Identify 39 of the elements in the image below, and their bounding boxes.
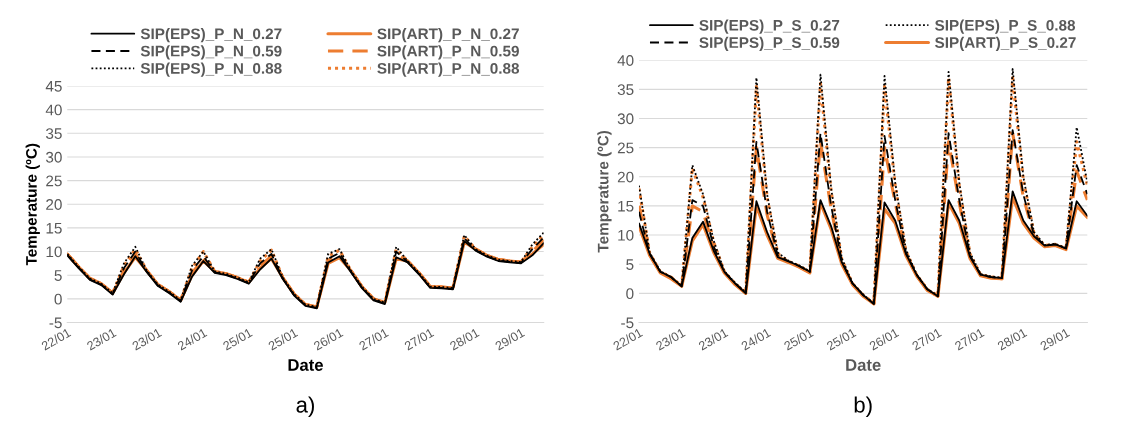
y-tick-label: 35 <box>617 84 634 96</box>
y-tick-label: 20 <box>617 171 634 183</box>
legend-label: SIP(ART)_P_N_0.27 <box>377 28 519 43</box>
y-tick-label: -5 <box>49 317 62 329</box>
y-tick-label: 5 <box>626 259 634 270</box>
y-tick-label: 35 <box>45 128 62 139</box>
x-tick-label: 27/01 <box>358 327 389 351</box>
legend-label: SIP(EPS)_P_N_0.59 <box>140 45 282 60</box>
y-tick-label: 40 <box>617 55 634 66</box>
y-tick-label: 30 <box>45 151 62 163</box>
y-tick-label: 30 <box>617 113 634 125</box>
y-tick-label: 0 <box>54 293 62 305</box>
y-tick-label: 15 <box>46 222 62 234</box>
legend-label: SIP(ART)_P_S_0.27 <box>935 36 1076 52</box>
y-tick-label: 20 <box>46 199 62 210</box>
legend-label: SIP(EPS)_P_N_0.27 <box>140 28 282 43</box>
y-tick-label: 5 <box>54 270 62 281</box>
y-tick-label: 25 <box>46 175 62 187</box>
y-tick-label: -5 <box>621 317 634 329</box>
y-axis-title: Temperature (ºC) <box>597 130 612 253</box>
x-tick-label: 27/01 <box>911 327 942 351</box>
legend-label: SIP(EPS)_P_S_0.59 <box>699 36 840 52</box>
legend-label: SIP(EPS)_P_S_0.27 <box>699 19 840 34</box>
y-tick-label: 10 <box>618 229 634 241</box>
y-tick-label: 15 <box>618 200 634 212</box>
y-axis-title: Temperature (ºC) <box>25 143 40 266</box>
y-tick-label: 0 <box>626 288 634 300</box>
y-tick-label: 45 <box>45 81 62 92</box>
text: a) <box>296 396 314 418</box>
x-axis-title: Date <box>846 359 881 371</box>
y-tick-label: 25 <box>617 142 634 154</box>
legend-label: SIP(ART)_P_N_0.59 <box>377 45 519 60</box>
legend-label: SIP(ART)_P_N_0.88 <box>377 62 520 77</box>
x-axis-title: Date <box>288 359 323 371</box>
y-tick-label: 40 <box>45 104 62 116</box>
legend-label: SIP(EPS)_P_S_0.88 <box>935 19 1076 34</box>
text: b) <box>854 396 872 418</box>
y-tick-label: 10 <box>46 246 62 258</box>
legend-label: SIP(EPS)_P_N_0.88 <box>140 62 282 77</box>
